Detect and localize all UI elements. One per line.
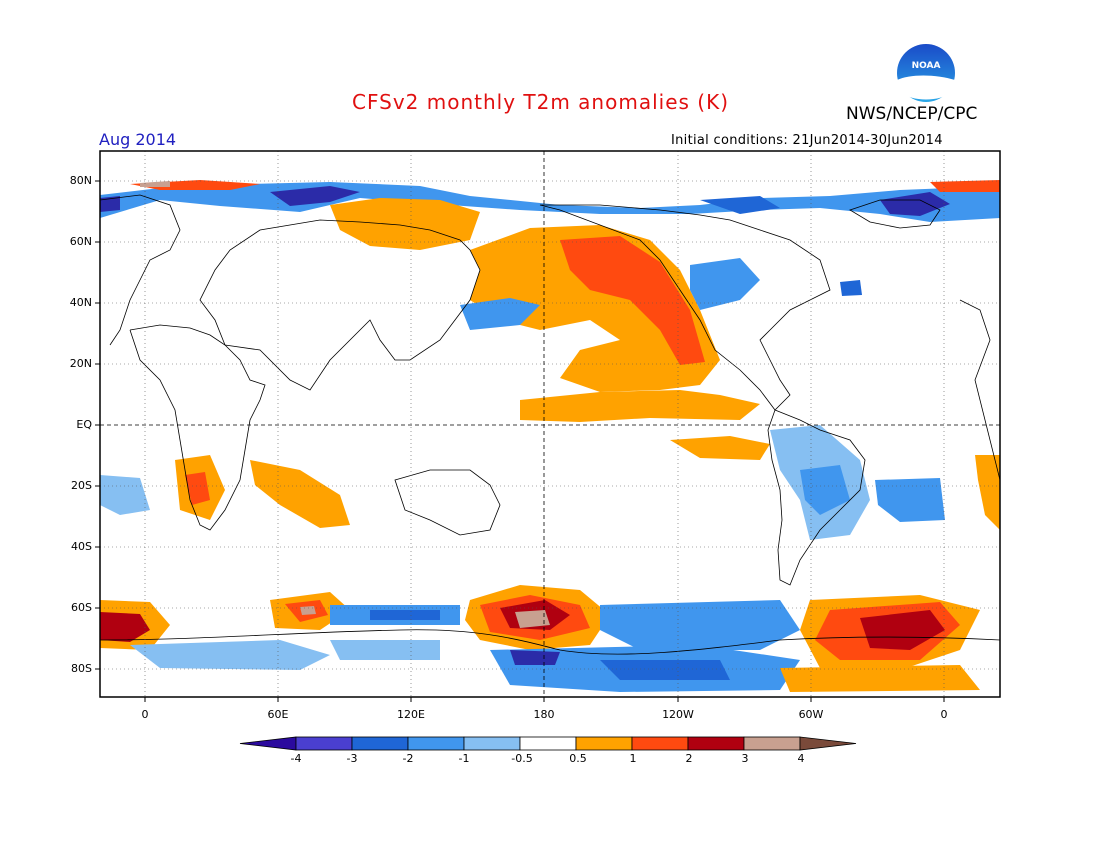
africa-east-warm bbox=[975, 455, 1000, 530]
north-pacific-cold bbox=[460, 298, 540, 330]
gridlines bbox=[100, 151, 1000, 697]
lon-label: 60E bbox=[267, 708, 289, 721]
colorbar-label: -1 bbox=[458, 752, 470, 765]
colorbar-swatch bbox=[407, 736, 465, 751]
lon-label: 0 bbox=[940, 708, 948, 721]
colorbar-swatch bbox=[575, 736, 633, 751]
south-atlantic-cold bbox=[875, 478, 945, 522]
lat-label: 20S bbox=[71, 479, 92, 492]
atlantic-cold-west bbox=[100, 475, 150, 515]
southern-ocean-anomalies bbox=[100, 585, 980, 692]
indian-ocean-warm bbox=[250, 460, 350, 528]
lon-label: 60W bbox=[798, 708, 824, 721]
colorbar-label: -3 bbox=[346, 752, 358, 765]
colorbar-swatch bbox=[519, 736, 577, 751]
colorbar-label: 3 bbox=[741, 752, 749, 765]
lat-label: 20N bbox=[69, 357, 92, 370]
map-frame bbox=[99, 150, 1001, 698]
month-label: Aug 2014 bbox=[99, 130, 177, 149]
colorbar-swatch bbox=[295, 736, 353, 751]
logo-text: NOAA bbox=[912, 61, 941, 71]
colorbar-label: -2 bbox=[402, 752, 414, 765]
colorbar-label: 4 bbox=[797, 752, 805, 765]
colorbar-label: -0.5 bbox=[511, 752, 533, 765]
arctic-peak-west bbox=[140, 181, 170, 187]
colorbar-arrow-low bbox=[239, 736, 297, 751]
siberia-warm bbox=[330, 198, 480, 250]
north-pacific-warm bbox=[470, 225, 720, 392]
east-pacific-warm bbox=[670, 436, 770, 460]
colorbar-label: -4 bbox=[290, 752, 302, 765]
initial-conditions: Initial conditions: 21Jun2014-30Jun2014 bbox=[671, 133, 943, 148]
coastlines bbox=[100, 194, 1000, 655]
colorbar-swatch bbox=[687, 736, 745, 751]
colorbar-swatch bbox=[631, 736, 689, 751]
colorbar-label: 0.5 bbox=[569, 752, 587, 765]
lat-label: 60S bbox=[71, 601, 92, 614]
colorbar-swatch bbox=[463, 736, 521, 751]
lat-label: 40N bbox=[69, 296, 92, 309]
colorbar-label: 2 bbox=[685, 752, 693, 765]
noaa-logo: NOAA bbox=[894, 41, 958, 105]
arctic-cold-band bbox=[100, 182, 1000, 222]
lat-label: EQ bbox=[76, 418, 92, 431]
atlantic-cold-spot bbox=[840, 280, 862, 296]
colorbar-arrow-high bbox=[799, 736, 857, 751]
chart-title: CFSv2 monthly T2m anomalies (K) bbox=[352, 90, 729, 114]
lon-label: 120E bbox=[397, 708, 425, 721]
lon-label: 180 bbox=[533, 708, 555, 721]
lat-label: 40S bbox=[71, 540, 92, 553]
lat-label: 80N bbox=[69, 174, 92, 187]
equatorial-pacific-warm bbox=[520, 390, 760, 422]
lat-label: 60N bbox=[69, 235, 92, 248]
south-america-cold-core bbox=[800, 465, 850, 515]
lat-label: 80S bbox=[71, 662, 92, 675]
lon-label: 120W bbox=[662, 708, 694, 721]
southern-africa-hot bbox=[185, 472, 210, 505]
colorbar-swatch bbox=[351, 736, 409, 751]
axis-ticks bbox=[95, 180, 945, 702]
equator-dateline bbox=[100, 151, 1000, 697]
colorbar-swatch bbox=[743, 736, 801, 751]
lon-label: 0 bbox=[141, 708, 149, 721]
arctic-warm-east bbox=[930, 180, 1000, 192]
colorbar bbox=[239, 736, 857, 751]
north-america-cold bbox=[690, 258, 760, 310]
colorbar-label: 1 bbox=[629, 752, 637, 765]
org-label: NWS/NCEP/CPC bbox=[846, 104, 978, 124]
